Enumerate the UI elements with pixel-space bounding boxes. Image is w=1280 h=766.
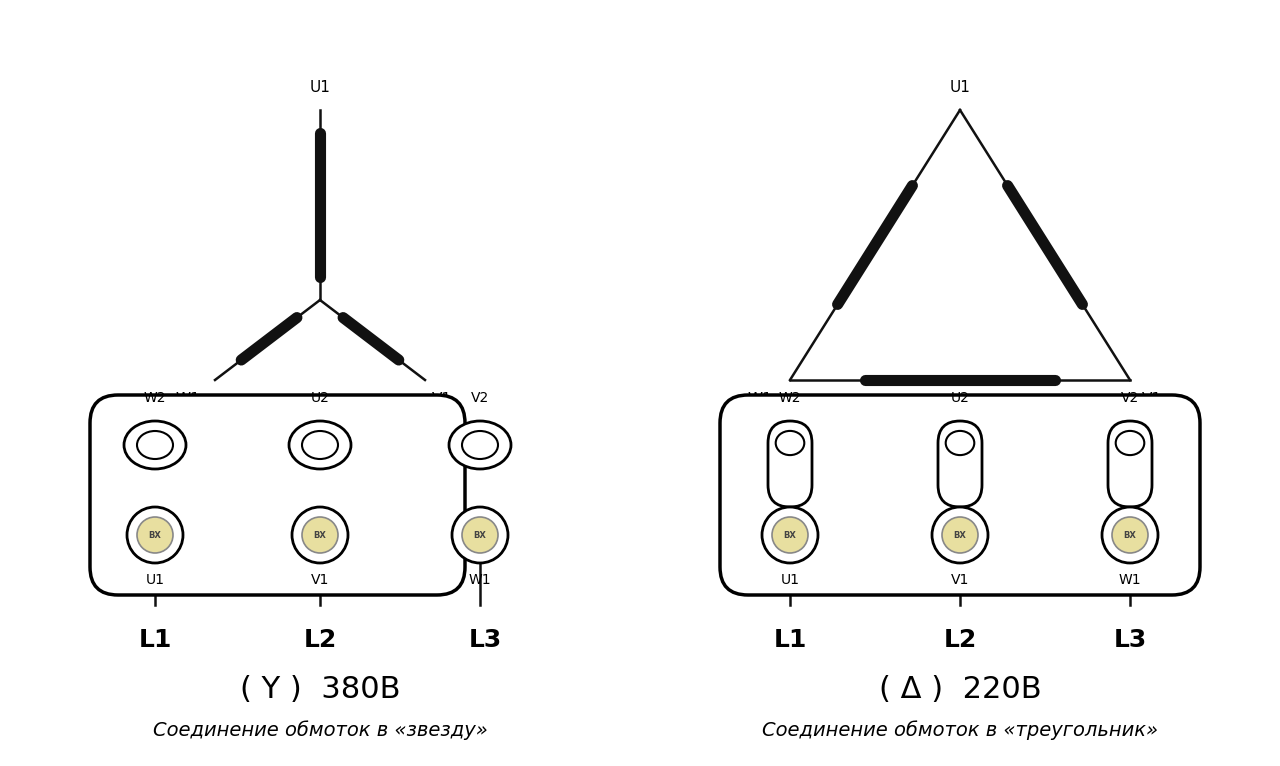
Text: L3: L3 <box>1114 628 1147 652</box>
Text: W1: W1 <box>748 392 772 407</box>
Circle shape <box>762 507 818 563</box>
Text: V1: V1 <box>311 573 329 587</box>
Text: BX: BX <box>314 531 326 539</box>
Circle shape <box>127 507 183 563</box>
Text: L1: L1 <box>773 628 806 652</box>
Text: U2: U2 <box>951 391 969 405</box>
Text: BX: BX <box>148 531 161 539</box>
FancyBboxPatch shape <box>768 421 812 507</box>
Text: W2: W2 <box>778 391 801 405</box>
Circle shape <box>137 517 173 553</box>
Text: W1: W1 <box>175 392 200 407</box>
Text: L2: L2 <box>303 628 337 652</box>
Text: BX: BX <box>954 531 966 539</box>
FancyBboxPatch shape <box>938 421 982 507</box>
Text: U1: U1 <box>950 80 970 95</box>
Text: L2: L2 <box>943 628 977 652</box>
Text: BX: BX <box>1124 531 1137 539</box>
Circle shape <box>302 517 338 553</box>
Text: BX: BX <box>783 531 796 539</box>
FancyBboxPatch shape <box>1108 421 1152 507</box>
Circle shape <box>292 507 348 563</box>
Text: V1: V1 <box>1142 392 1162 407</box>
Circle shape <box>1112 517 1148 553</box>
Text: W1: W1 <box>468 573 492 587</box>
Ellipse shape <box>449 421 511 469</box>
Text: U2: U2 <box>311 391 329 405</box>
Text: Соединение обмоток в «треугольник»: Соединение обмоток в «треугольник» <box>762 720 1158 740</box>
Ellipse shape <box>124 421 186 469</box>
Circle shape <box>462 517 498 553</box>
Text: ( Y )  380В: ( Y ) 380В <box>239 676 401 705</box>
Circle shape <box>1102 507 1158 563</box>
Text: V1: V1 <box>951 573 969 587</box>
FancyBboxPatch shape <box>719 395 1201 595</box>
Text: V2: V2 <box>1121 391 1139 405</box>
Text: W1: W1 <box>1119 573 1142 587</box>
Text: V1: V1 <box>433 392 452 407</box>
Text: BX: BX <box>474 531 486 539</box>
Text: ( Δ )  220В: ( Δ ) 220В <box>878 676 1042 705</box>
Circle shape <box>942 517 978 553</box>
Circle shape <box>932 507 988 563</box>
Text: Соединение обмоток в «звезду»: Соединение обмоток в «звезду» <box>152 720 488 740</box>
Text: U1: U1 <box>146 573 165 587</box>
Text: W2: W2 <box>143 391 166 405</box>
Text: L1: L1 <box>138 628 172 652</box>
FancyBboxPatch shape <box>90 395 465 595</box>
Text: U1: U1 <box>310 80 330 95</box>
Circle shape <box>772 517 808 553</box>
Text: V2: V2 <box>471 391 489 405</box>
Ellipse shape <box>289 421 351 469</box>
Text: L3: L3 <box>468 628 502 652</box>
Text: U1: U1 <box>781 573 800 587</box>
Circle shape <box>452 507 508 563</box>
